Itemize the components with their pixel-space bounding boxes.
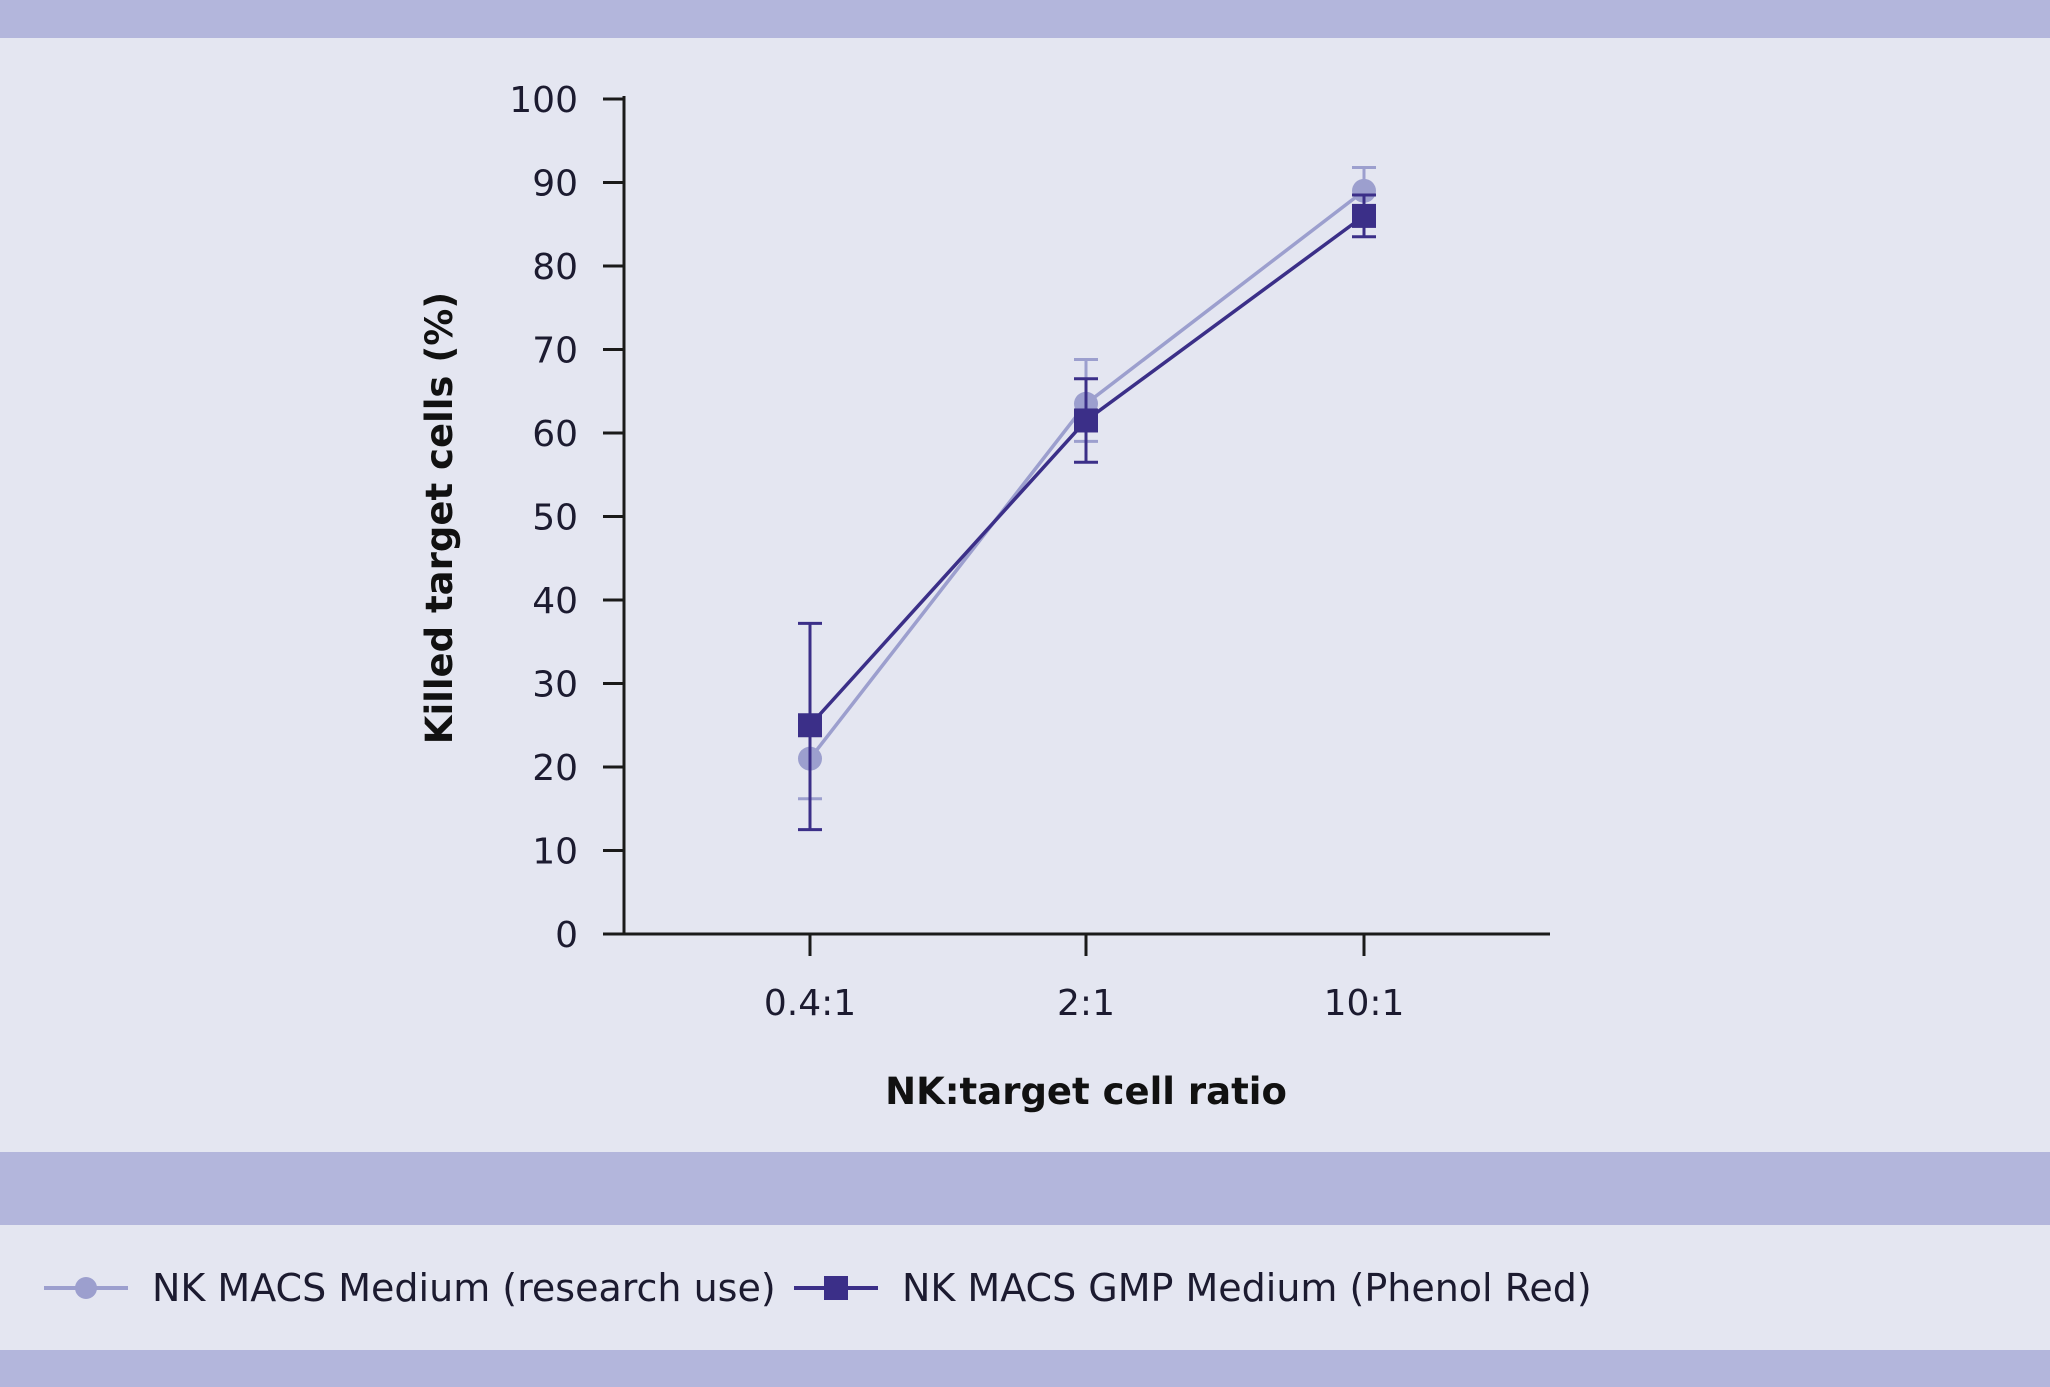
x-tick-label: 10:1: [1324, 983, 1405, 1024]
y-tick-label: 10: [532, 832, 578, 873]
x-tick-label: 2:1: [1057, 983, 1115, 1024]
y-tick-label: 0: [555, 915, 578, 956]
legend-item-gmp: NK MACS GMP Medium (Phenol Red): [794, 1263, 1592, 1313]
x-tick-label: 0.4:1: [764, 983, 856, 1024]
data-point-square: [1074, 408, 1098, 433]
y-tick-label: 20: [532, 748, 578, 789]
y-tick-label: 80: [532, 247, 578, 288]
y-tick-label: 50: [532, 498, 578, 539]
legend-label-research: NK MACS Medium (research use): [152, 1266, 776, 1310]
y-tick-label: 100: [509, 80, 578, 121]
y-tick-label: 60: [532, 414, 578, 455]
bottom-band: [0, 1350, 2050, 1387]
series-line-1: [808, 214, 1366, 727]
data-point-square: [798, 713, 822, 738]
line-chart: 0 10 20 30 40 50 60 70 80 90 100 0.4:1 2:1 10:1 NK:tar…: [418, 80, 1550, 1113]
x-axis-title: NK:target cell ratio: [885, 1070, 1287, 1113]
middle-band: [0, 1152, 2050, 1225]
data-point-circle: [1352, 178, 1376, 203]
legend-square-marker-icon: [794, 1268, 878, 1308]
y-tick-label: 70: [532, 331, 578, 372]
y-axis-title: Killed target cells (%): [418, 292, 461, 744]
legend-panel: [0, 1225, 2050, 1350]
data-point-square: [1352, 203, 1376, 228]
chart-panel: [0, 38, 2050, 1152]
y-tick-label: 30: [532, 665, 578, 706]
top-band: [0, 0, 2050, 38]
legend-item-research: NK MACS Medium (research use): [44, 1263, 776, 1313]
legend: NK MACS Medium (research use) NK MACS GM…: [0, 1225, 2050, 1350]
legend-circle-marker-icon: [44, 1268, 128, 1308]
legend-label-gmp: NK MACS GMP Medium (Phenol Red): [902, 1266, 1592, 1310]
y-tick-label: 90: [532, 164, 578, 205]
y-tick-label: 40: [532, 581, 578, 622]
